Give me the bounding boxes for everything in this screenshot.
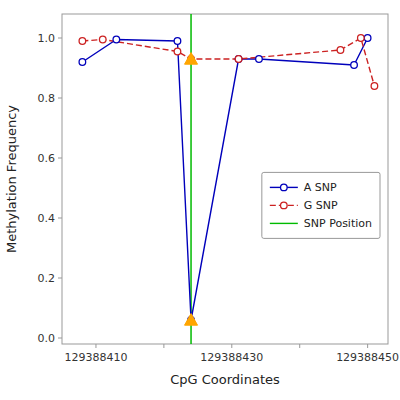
- top-markers: [185, 53, 198, 326]
- point-marker: [364, 35, 371, 42]
- x-tick: [367, 344, 368, 348]
- point-marker: [113, 36, 120, 43]
- y-tick: [58, 38, 62, 39]
- legend-label: SNP Position: [304, 217, 372, 230]
- y-tick: [58, 218, 62, 219]
- point-marker: [174, 38, 181, 45]
- y-axis-label: Methylation Frequency: [4, 105, 19, 253]
- point-marker: [235, 56, 242, 63]
- y-tick-label: 0.2: [38, 272, 56, 285]
- point-marker: [174, 48, 181, 55]
- point-marker: [99, 36, 106, 43]
- y-tick-label: 0.6: [38, 152, 56, 165]
- y-tick: [58, 338, 62, 339]
- point-marker: [371, 83, 378, 90]
- legend-box: [262, 172, 380, 238]
- point-marker: [79, 38, 86, 45]
- y-tick-label: 0.0: [38, 332, 56, 345]
- x-tick: [95, 344, 96, 348]
- plot-frame: [62, 14, 388, 344]
- point-marker: [351, 62, 358, 69]
- x-tick-label: 129388410: [64, 351, 127, 364]
- series-line: [82, 38, 374, 86]
- x-tick-label: 129388450: [336, 351, 399, 364]
- x-tick: [299, 344, 300, 348]
- point-marker: [358, 35, 365, 42]
- y-tick-label: 0.8: [38, 92, 56, 105]
- y-tick-label: 1.0: [38, 32, 56, 45]
- legend-label: G SNP: [304, 199, 338, 212]
- point-marker: [337, 47, 344, 54]
- y-tick: [58, 278, 62, 279]
- legend-swatch: [270, 223, 298, 224]
- x-tick: [231, 344, 232, 348]
- x-tick: [163, 344, 164, 348]
- y-tick-label: 0.4: [38, 212, 56, 225]
- point-marker: [256, 56, 263, 63]
- point-marker: [235, 56, 242, 63]
- snp-triangle: [185, 314, 198, 326]
- x-axis-label: CpG Coordinates: [170, 372, 280, 387]
- legend-label: A SNP: [304, 181, 337, 194]
- x-tick-label: 129388430: [200, 351, 263, 364]
- chart: 129388410 129388430 129388450 0.0 0.2 0.4 0.6 0…: [0, 0, 400, 400]
- point-marker: [79, 59, 86, 66]
- y-tick: [58, 158, 62, 159]
- snp-triangle: [185, 53, 198, 65]
- legend-marker: [281, 202, 288, 209]
- legend: A SNP G SNP SNP Position: [262, 172, 380, 238]
- legend-marker: [281, 184, 288, 191]
- y-tick: [58, 98, 62, 99]
- axes: 129388410 129388430 129388450 0.0 0.2 0.4 0.6 0…: [38, 32, 400, 364]
